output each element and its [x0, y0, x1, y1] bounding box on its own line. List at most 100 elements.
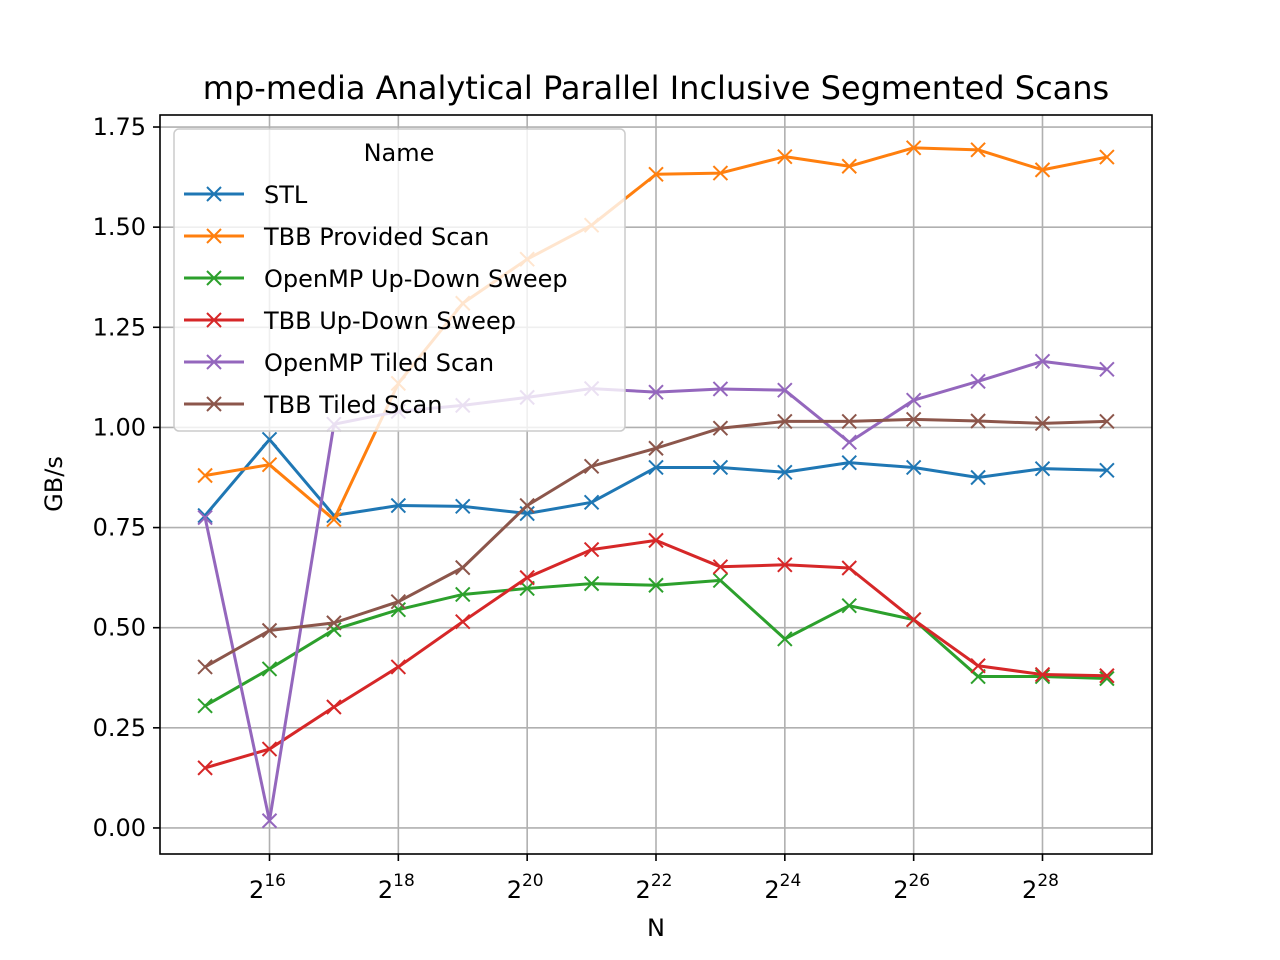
- y-tick-label: 0.00: [93, 814, 146, 842]
- x-tick-base: 2: [764, 876, 779, 904]
- data-point: [326, 621, 342, 638]
- data-point: [261, 431, 278, 448]
- data-point: [583, 575, 600, 592]
- data-point: [905, 459, 922, 476]
- x-tick-label: 222: [636, 871, 673, 904]
- data-point: [712, 572, 729, 589]
- data-point: [1099, 462, 1115, 478]
- data-point: [583, 541, 600, 558]
- data-point: [648, 532, 664, 549]
- data-point: [712, 420, 729, 436]
- data-point: [841, 158, 857, 174]
- data-point: [1099, 413, 1115, 430]
- data-point: [970, 658, 986, 674]
- legend-marker: [206, 312, 222, 328]
- chart-title: mp-media Analytical Parallel Inclusive S…: [203, 69, 1109, 107]
- data-point: [648, 459, 664, 476]
- x-tick-label: 226: [893, 871, 930, 904]
- data-point: [970, 668, 986, 685]
- series-tbb-tiled-scan: [197, 411, 1115, 675]
- legend-entry: TBB Tiled Scan: [184, 391, 442, 419]
- legend-label: OpenMP Up-Down Sweep: [264, 265, 568, 293]
- data-point: [777, 557, 793, 573]
- data-point: [261, 741, 278, 757]
- x-tick-exponent: 20: [522, 871, 544, 891]
- y-axis: 0.00 0.25 0.50 0.75 1.00 1.25 1.50 1.75: [93, 113, 160, 842]
- data-point: [197, 760, 213, 776]
- x-tick-exponent: 22: [651, 871, 673, 891]
- data-point: [841, 413, 857, 430]
- data-point: [197, 507, 213, 524]
- legend-entry: TBB Provided Scan: [184, 223, 489, 251]
- data-point: [841, 597, 857, 614]
- data-point: [905, 140, 922, 156]
- data-point: [1034, 162, 1051, 178]
- legend-title: Name: [364, 139, 435, 167]
- data-point: [777, 148, 793, 165]
- y-tick-label: 1.00: [93, 413, 146, 441]
- x-axis-label: N: [647, 914, 665, 942]
- legend-label: OpenMP Tiled Scan: [264, 349, 494, 377]
- data-point: [455, 586, 471, 603]
- data-point: [261, 661, 278, 677]
- data-point: [1034, 353, 1051, 370]
- legend-entry: STL: [184, 181, 308, 209]
- data-point: [648, 577, 664, 593]
- data-point: [905, 392, 922, 408]
- data-point: [197, 698, 213, 714]
- data-point: [455, 559, 471, 576]
- data-point: [1034, 415, 1051, 432]
- y-tick-label: 0.25: [93, 714, 146, 742]
- data-point: [1034, 668, 1051, 685]
- data-point: [1099, 361, 1115, 378]
- y-tick-label: 1.50: [93, 213, 146, 241]
- legend-label: STL: [264, 181, 308, 209]
- data-point: [712, 381, 729, 397]
- data-point: [970, 142, 986, 158]
- x-tick-exponent: 16: [264, 871, 286, 891]
- data-point: [326, 699, 342, 715]
- legend-label: TBB Provided Scan: [263, 223, 489, 251]
- data-point: [1034, 666, 1051, 683]
- data-point: [1034, 460, 1051, 477]
- data-point: [712, 165, 729, 181]
- data-point: [519, 497, 535, 514]
- data-point: [197, 467, 213, 484]
- data-point: [1099, 668, 1115, 684]
- legend-label: TBB Tiled Scan: [263, 391, 442, 419]
- data-point: [841, 434, 857, 450]
- data-point: [648, 440, 664, 456]
- x-tick-label: 218: [378, 871, 415, 904]
- y-axis-label: GB/s: [40, 456, 68, 512]
- x-tick-base: 2: [893, 876, 908, 904]
- data-point: [455, 613, 471, 630]
- data-point: [583, 458, 600, 474]
- data-point: [905, 611, 922, 628]
- data-point: [326, 511, 342, 528]
- x-axis: 216 218 220 222 224 226 228: [249, 854, 1059, 904]
- data-point: [583, 494, 600, 511]
- data-point: [777, 413, 793, 430]
- data-point: [905, 411, 922, 428]
- data-point: [777, 631, 793, 647]
- data-point: [777, 382, 793, 398]
- data-point: [648, 166, 664, 182]
- y-tick-label: 0.50: [93, 614, 146, 642]
- x-tick-label: 220: [507, 871, 544, 904]
- data-point: [197, 659, 213, 675]
- data-point: [261, 813, 278, 829]
- x-tick-base: 2: [378, 876, 393, 904]
- x-tick-label: 228: [1022, 871, 1059, 904]
- y-tick-label: 0.75: [93, 514, 146, 542]
- data-point: [390, 593, 407, 610]
- data-point: [841, 560, 857, 576]
- data-point: [970, 413, 986, 429]
- data-point: [326, 615, 342, 631]
- x-tick-exponent: 28: [1037, 871, 1059, 891]
- legend-entry: TBB Up-Down Sweep: [184, 307, 516, 335]
- data-point: [519, 580, 535, 597]
- x-tick-exponent: 24: [780, 871, 802, 891]
- legend-entry: OpenMP Tiled Scan: [184, 349, 494, 377]
- y-tick-label: 1.25: [93, 313, 146, 341]
- y-tick-label: 1.75: [93, 113, 146, 141]
